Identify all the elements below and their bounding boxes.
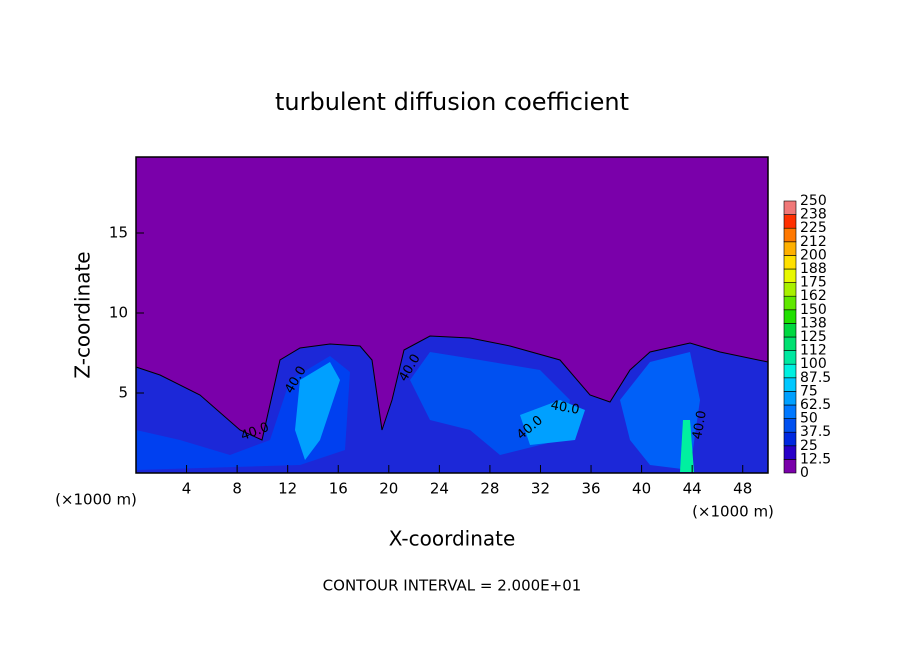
colorbar-label: 25 [800, 438, 818, 454]
colorbar-band [783, 431, 797, 447]
x-tick-label: 28 [480, 480, 499, 498]
y-tick-label: 15 [109, 224, 128, 242]
x-axis-label: X-coordinate [389, 527, 516, 551]
colorbar-label: 212 [800, 234, 827, 250]
contour-label: 40.0 [690, 409, 710, 440]
colorbar-label: 188 [800, 261, 827, 277]
field [135, 335, 769, 473]
colorbar-label: 37.5 [800, 424, 831, 440]
x-tick-label: 8 [232, 480, 242, 498]
x-tick-label: 16 [329, 480, 348, 498]
colorbar-band [783, 418, 797, 433]
colorbar-band [783, 200, 797, 215]
x-unit: (×1000 m) [692, 503, 774, 521]
colorbar-band [783, 459, 797, 474]
y-tick-label: 5 [118, 384, 128, 402]
colorbar-label: 112 [800, 343, 827, 359]
colorbar-band [783, 323, 797, 338]
colorbar-band [783, 377, 797, 392]
colorbar-label: 125 [800, 329, 827, 345]
field-region [295, 362, 340, 460]
colorbar-label: 75 [800, 383, 818, 399]
field-region [680, 420, 694, 472]
colorbar-band [783, 309, 797, 324]
colorbar-label: 200 [800, 247, 827, 263]
colorbar-label: 62.5 [800, 397, 831, 413]
field-region [136, 356, 350, 470]
field-region [520, 400, 585, 445]
y-tick-label: 10 [109, 304, 128, 322]
colorbar-band [783, 241, 797, 256]
colorbar-label: 12.5 [800, 451, 831, 467]
y-axis-label: Z-coordinate [71, 251, 95, 378]
x-tick-label: 20 [379, 480, 398, 498]
colorbar-band [783, 404, 797, 419]
x-tick-label: 48 [733, 480, 752, 498]
colorbar-band [783, 227, 797, 243]
x-tick-label: 40 [632, 480, 651, 498]
x-tick-label: 4 [182, 480, 192, 498]
footer-note: CONTOUR INTERVAL = 2.000E+01 [323, 577, 582, 595]
colorbar-band [783, 214, 797, 229]
colorbar-band [783, 336, 797, 351]
contour-label: 40.0 [549, 398, 580, 418]
colorbar-band [783, 282, 797, 297]
colorbar-label: 162 [800, 288, 827, 304]
colorbar-label: 138 [800, 315, 827, 331]
colorbar-band [783, 363, 797, 379]
x-tick-label: 36 [581, 480, 600, 498]
colorbar-band [783, 255, 797, 270]
x-tick-label: 12 [278, 480, 297, 498]
colorbar-label: 0 [800, 465, 809, 481]
colorbar-band [783, 391, 797, 406]
colorbar-label: 225 [800, 220, 827, 236]
colorbar-label: 150 [800, 302, 827, 318]
x-tick-label: 44 [683, 480, 702, 498]
colorbar-label: 50 [800, 411, 818, 427]
colorbar-band [783, 445, 797, 460]
colorbar-label: 87.5 [800, 370, 831, 386]
x-tick-label: 32 [531, 480, 550, 498]
field-region [620, 352, 700, 470]
colorbar-label: 175 [800, 275, 827, 291]
contour-line [135, 335, 769, 441]
x-tick-label: 24 [430, 480, 449, 498]
colorbar-band [783, 268, 797, 283]
x-unit: (×1000 m) [55, 491, 137, 509]
colorbar-band [783, 295, 797, 311]
colorbar-band [783, 350, 797, 365]
chart-title: turbulent diffusion coefficient [275, 88, 629, 116]
colorbar-label: 250 [800, 193, 827, 209]
colorbar-label: 100 [800, 356, 827, 372]
plot-frame [135, 156, 769, 474]
colorbar-label: 238 [800, 207, 827, 223]
